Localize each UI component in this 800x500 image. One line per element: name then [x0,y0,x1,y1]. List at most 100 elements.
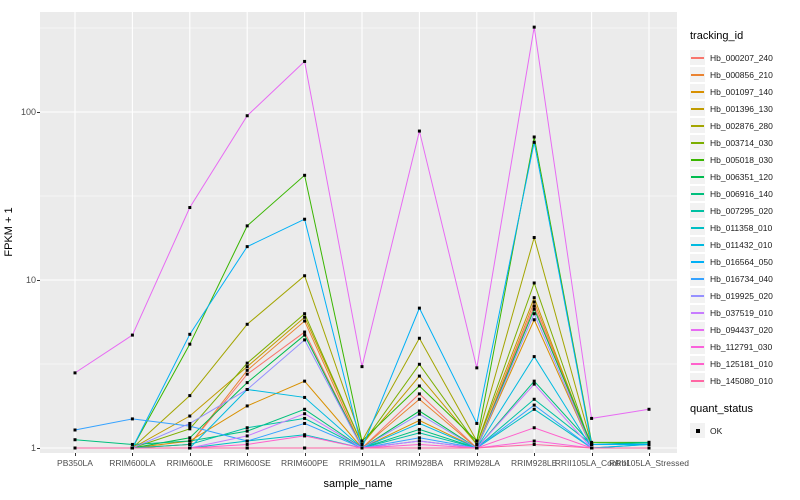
data-point [130,417,134,421]
x-tick-mark [649,453,650,456]
data-point [417,392,421,396]
legend-item-Hb_125181_010: Hb_125181_010 [690,355,773,372]
data-point [532,355,536,359]
legend-line-icon [691,329,704,331]
data-point [188,206,192,210]
data-point [647,442,651,446]
x-tick-mark [189,453,191,456]
data-point [417,418,421,422]
data-point [245,372,249,376]
x-tick-label-RRIM600LE: RRIM600LE [166,458,213,468]
legend-item-quant-ok: OK [690,422,722,439]
legend-key-swatch [690,220,705,235]
data-point [532,403,536,407]
data-point [245,404,249,408]
data-point [303,416,307,420]
legend-item-Hb_000856_210: Hb_000856_210 [690,66,773,83]
legend-key-swatch [690,50,705,65]
legend-line-icon [691,227,704,229]
legend-line-icon [691,125,704,127]
legend-line-icon [691,91,704,93]
legend-key-swatch [690,118,705,133]
data-point [532,318,536,322]
y-tick-mark [37,280,40,281]
data-point [590,416,594,420]
data-point [245,322,249,326]
legend-key-swatch [690,84,705,99]
legend-item-Hb_011358_010: Hb_011358_010 [690,219,772,236]
legend-line-icon [691,57,704,59]
data-point [532,397,536,401]
legend-key-swatch [690,101,705,116]
legend-line-icon [691,176,704,178]
plot-canvas [40,12,677,453]
legend-key-swatch [690,271,705,286]
legend-item-label: Hb_001396_130 [710,103,773,114]
data-point [245,426,249,430]
legend-key-swatch [690,373,705,388]
data-point [417,362,421,366]
data-point [303,312,307,316]
data-point [303,395,307,399]
legend-line-icon [691,193,704,195]
data-point [130,333,134,337]
data-point [532,382,536,386]
legend-item-label: Hb_007295_020 [710,205,773,216]
x-tick-label-PB350LA: PB350LA [57,458,93,468]
legend-item-Hb_000207_240: Hb_000207_240 [690,49,773,66]
x-tick-label-RRIM928LA: RRIM928LA [453,458,500,468]
data-point [303,59,307,63]
legend-item-label: Hb_094437_020 [710,324,773,335]
legend-key-swatch [690,67,705,82]
data-point [245,387,249,391]
x-tick-label-RRIM600SE: RRIM600SE [223,458,271,468]
data-point [532,442,536,446]
legend-title-quant-status: quant_status [690,403,753,415]
legend-item-label: Hb_000856_210 [710,69,773,80]
data-point [303,446,307,450]
data-point [417,412,421,416]
data-point [532,135,536,139]
data-point [245,381,249,385]
x-tick-mark [591,453,593,456]
data-point [303,173,307,177]
data-point [188,421,192,425]
data-point [73,446,77,450]
data-point [532,304,536,308]
data-point [532,312,536,316]
data-point [188,442,192,446]
legend-item-Hb_006916_140: Hb_006916_140 [690,185,773,202]
data-point [360,365,364,369]
x-tick-label-RRIM600PE: RRIM600PE [280,458,329,468]
legend-item-label: Hb_002876_280 [710,120,773,131]
data-point [647,407,651,411]
data-point [532,25,536,29]
legend-item-Hb_019925_020: Hb_019925_020 [690,287,773,304]
x-tick-mark [75,453,76,456]
legend-item-label: Hb_011432_010 [710,239,773,250]
data-point [475,366,479,370]
data-point [303,421,307,425]
data-point [245,245,249,249]
x-tick-mark [534,453,536,456]
legend-line-icon [691,380,704,382]
data-point [532,236,536,240]
data-point [417,374,421,378]
data-point [647,446,651,450]
legend-key-swatch [690,186,705,201]
legend-item-Hb_005018_030: Hb_005018_030 [690,151,773,168]
data-point [188,446,192,450]
data-point [590,440,594,444]
data-point [303,315,307,319]
data-point [532,379,536,383]
legend-item-label: Hb_006916_140 [710,188,773,199]
data-point [590,446,594,450]
x-tick-mark [476,453,478,456]
legend-item-Hb_016564_050: Hb_016564_050 [690,253,773,270]
data-point [417,421,421,425]
legend-item-Hb_037519_010: Hb_037519_010 [690,304,773,321]
x-tick-mark [362,453,363,456]
x-tick-label-RRIM928BA: RRIM928BA [395,458,444,468]
x-axis-title: sample_name [323,478,393,490]
